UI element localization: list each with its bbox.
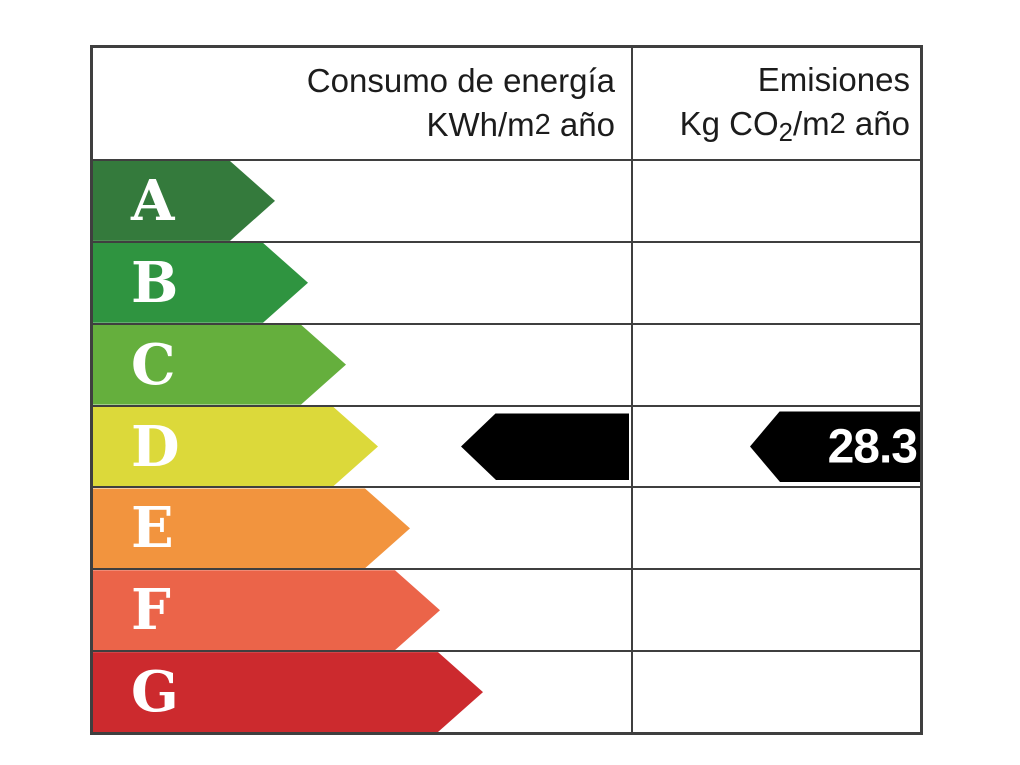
rating-letter-c: C bbox=[131, 331, 176, 398]
rating-letter-f: F bbox=[131, 577, 171, 644]
rating-bar-g: G bbox=[93, 652, 483, 732]
consumption-header: Consumo de energía KWh/m2 año bbox=[93, 48, 631, 159]
consumption-indicator-arrow bbox=[461, 413, 629, 480]
emissions-indicator-arrow: 28.3 bbox=[750, 411, 920, 482]
rating-rows: A B C bbox=[93, 161, 920, 733]
energy-rating-table: Consumo de energía KWh/m2 año Emisiones … bbox=[90, 45, 923, 735]
rating-bar-c: C bbox=[93, 325, 346, 405]
header-row: Consumo de energía KWh/m2 año Emisiones … bbox=[93, 48, 920, 161]
consumption-header-cell: Consumo de energía KWh/m2 año bbox=[93, 48, 633, 159]
emissions-header-cell: Emisiones Kg CO2/m2 año bbox=[633, 48, 920, 159]
consumption-header-units: KWh/m2 año bbox=[426, 105, 615, 143]
rating-bar-e: E bbox=[93, 488, 410, 568]
rating-letter-e: E bbox=[131, 495, 174, 562]
consumption-header-line1: Consumo de energía bbox=[306, 61, 615, 99]
emissions-header-line1: Emisiones bbox=[757, 61, 910, 98]
rating-row-g: G bbox=[93, 652, 920, 733]
emissions-header-units: Kg CO2/m2 año bbox=[679, 105, 910, 147]
rating-bar-d: D bbox=[93, 407, 378, 487]
rating-bar-f: F bbox=[93, 570, 440, 650]
rating-letter-d: D bbox=[131, 413, 180, 480]
rating-bar-b: B bbox=[93, 243, 308, 323]
rating-bar-a: A bbox=[93, 161, 275, 241]
rating-letter-a: A bbox=[131, 167, 175, 234]
emissions-header: Emisiones Kg CO2/m2 año bbox=[633, 48, 920, 159]
rating-row-c: C bbox=[93, 324, 920, 407]
rating-letter-b: B bbox=[131, 249, 179, 316]
emissions-value: 28.3 bbox=[827, 420, 918, 473]
rating-row-b: B bbox=[93, 242, 920, 325]
rating-row-e: E bbox=[93, 488, 920, 571]
rating-row-d: D 28.3 bbox=[93, 406, 920, 489]
rating-letter-g: G bbox=[131, 659, 179, 726]
rating-row-f: F bbox=[93, 570, 920, 653]
rating-row-a: A bbox=[93, 161, 920, 243]
